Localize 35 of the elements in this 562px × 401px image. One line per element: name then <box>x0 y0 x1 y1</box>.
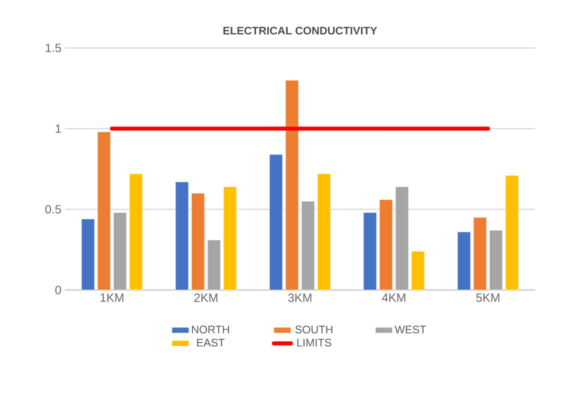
y-tick-label: 1 <box>56 124 61 133</box>
x-tick-label: 3KM <box>288 294 312 302</box>
y-tick-label: 0.5 <box>45 205 61 214</box>
legend-label: LIMITS <box>297 338 332 347</box>
legend-label: SOUTH <box>295 326 332 334</box>
bar <box>489 230 503 290</box>
bar <box>411 251 425 290</box>
bar <box>129 174 143 290</box>
bar <box>207 240 221 290</box>
legend-label: EAST <box>197 338 225 347</box>
x-tick-label: 1KM <box>100 294 124 302</box>
bar <box>363 212 377 290</box>
bar <box>97 132 111 290</box>
legend-label: NORTH <box>192 326 229 334</box>
bar <box>505 175 519 290</box>
bar <box>317 174 331 290</box>
bar <box>223 186 237 290</box>
x-tick-label: 4KM <box>382 294 406 302</box>
bar <box>395 186 409 290</box>
bar <box>379 199 393 290</box>
legend-label: WEST <box>394 326 426 334</box>
y-tick-label: 1.5 <box>46 44 61 52</box>
bar <box>81 218 95 290</box>
bar <box>285 80 299 290</box>
bar <box>269 154 283 290</box>
y-tick-label: 0 <box>55 286 62 294</box>
bar <box>175 182 189 290</box>
chart-title: ELECTRICAL CONDUCTIVITY <box>223 26 378 34</box>
x-tick-label: 5KM <box>476 294 500 302</box>
bar <box>301 201 315 290</box>
bar <box>113 212 127 290</box>
x-tick-label: 2KM <box>194 294 218 302</box>
bar <box>457 232 471 290</box>
bar <box>191 193 205 290</box>
bar <box>473 217 487 290</box>
